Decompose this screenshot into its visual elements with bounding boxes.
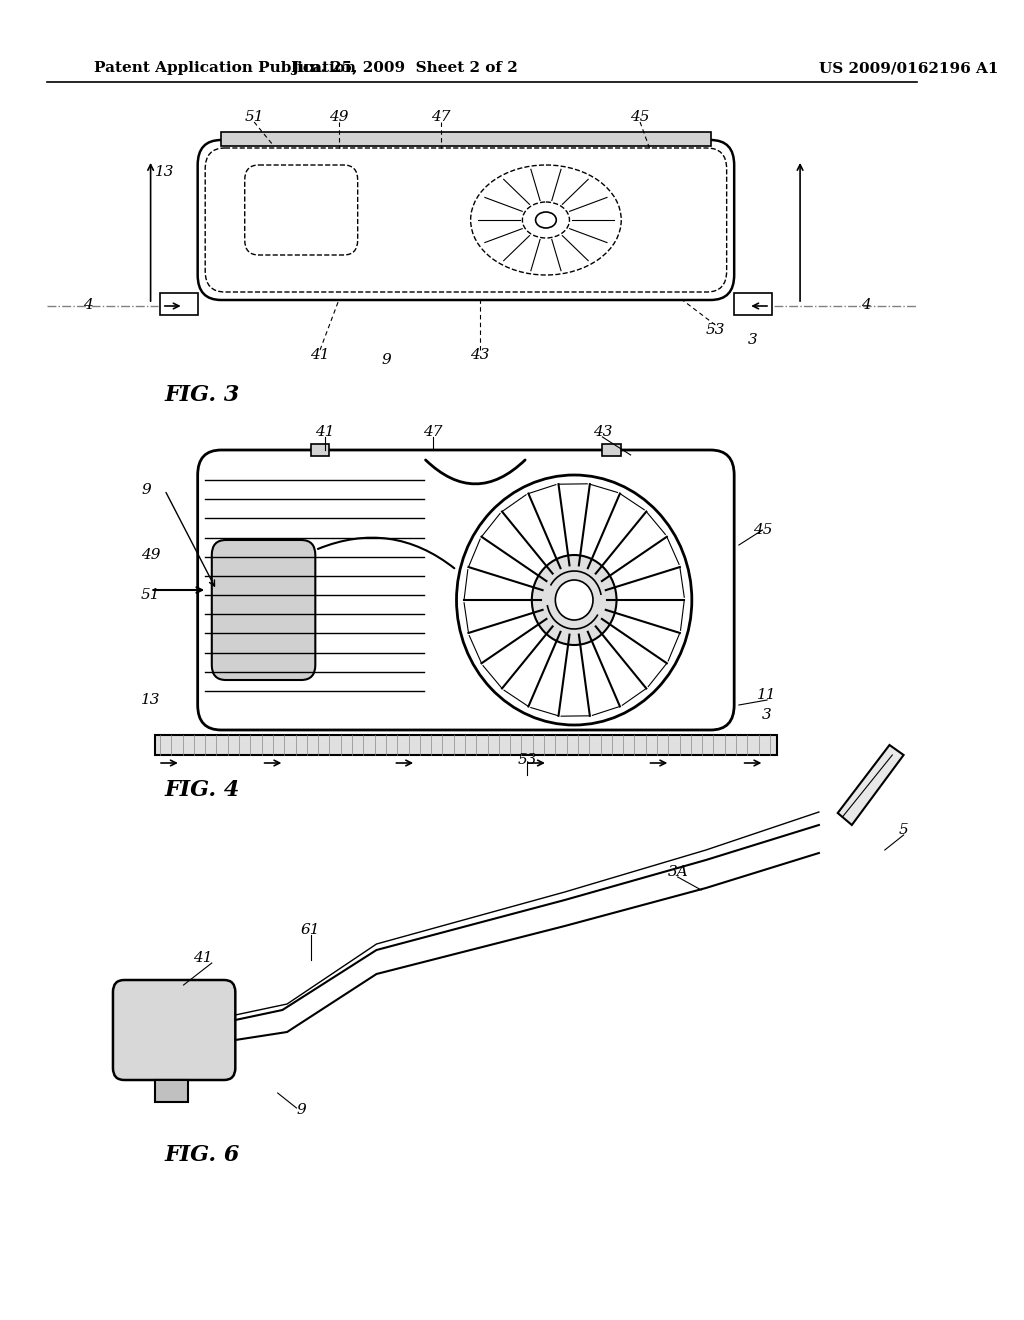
Text: 45: 45 xyxy=(753,523,772,537)
Text: 49: 49 xyxy=(329,110,348,124)
Text: 13: 13 xyxy=(155,165,174,180)
Text: 51: 51 xyxy=(141,587,161,602)
Text: 53: 53 xyxy=(706,323,725,337)
FancyBboxPatch shape xyxy=(212,540,315,680)
Bar xyxy=(602,444,622,455)
Bar xyxy=(734,293,772,315)
Text: 11: 11 xyxy=(758,688,777,702)
Circle shape xyxy=(555,579,593,620)
Text: US 2009/0162196 A1: US 2009/0162196 A1 xyxy=(819,61,998,75)
Bar xyxy=(156,735,776,755)
Text: FIG. 3: FIG. 3 xyxy=(165,384,240,407)
Ellipse shape xyxy=(536,213,556,228)
Text: 43: 43 xyxy=(470,348,489,362)
Text: 9: 9 xyxy=(381,352,391,367)
Text: 4: 4 xyxy=(861,298,870,312)
Text: 47: 47 xyxy=(431,110,451,124)
Text: 3: 3 xyxy=(762,708,772,722)
FancyBboxPatch shape xyxy=(113,979,236,1080)
Text: 61: 61 xyxy=(301,923,321,937)
FancyBboxPatch shape xyxy=(198,450,734,730)
Text: 3: 3 xyxy=(749,333,758,347)
Text: 41: 41 xyxy=(310,348,330,362)
Bar xyxy=(160,293,198,315)
Text: 41: 41 xyxy=(315,425,335,440)
Text: 4: 4 xyxy=(83,298,92,312)
Bar xyxy=(221,132,711,147)
Text: 53: 53 xyxy=(517,752,537,767)
Text: 5: 5 xyxy=(899,822,908,837)
Text: 13: 13 xyxy=(141,693,161,708)
Circle shape xyxy=(457,475,692,725)
Polygon shape xyxy=(838,744,903,825)
Text: 49: 49 xyxy=(141,548,161,562)
Text: 9: 9 xyxy=(141,483,151,498)
Text: FIG. 4: FIG. 4 xyxy=(165,779,240,801)
Text: 43: 43 xyxy=(593,425,612,440)
Text: Patent Application Publication: Patent Application Publication xyxy=(94,61,356,75)
Text: Jun. 25, 2009  Sheet 2 of 2: Jun. 25, 2009 Sheet 2 of 2 xyxy=(292,61,518,75)
Bar xyxy=(156,1080,188,1102)
Circle shape xyxy=(531,554,616,645)
Text: 47: 47 xyxy=(423,425,442,440)
Text: 45: 45 xyxy=(631,110,650,124)
FancyBboxPatch shape xyxy=(198,140,734,300)
Text: FIG. 6: FIG. 6 xyxy=(165,1144,240,1166)
Text: 41: 41 xyxy=(193,950,212,965)
Text: 51: 51 xyxy=(245,110,264,124)
Text: 9: 9 xyxy=(296,1104,306,1117)
Text: 3A: 3A xyxy=(668,865,688,879)
Bar xyxy=(310,444,330,455)
